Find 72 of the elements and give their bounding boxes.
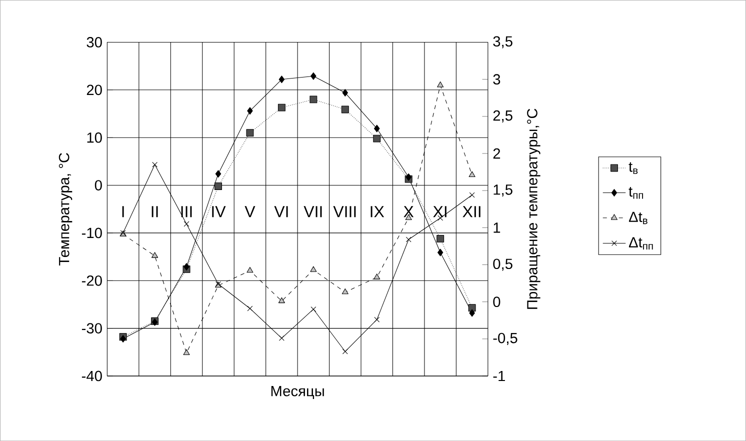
x-tick-label: IX: [370, 206, 384, 218]
y-tick-label: 0: [94, 180, 102, 190]
point: [374, 274, 380, 280]
legend-label: t$_{пп}$: [628, 186, 644, 199]
point: [341, 106, 349, 114]
y-tick-label: 30: [86, 36, 102, 48]
point: [342, 88, 348, 96]
y2-tick-label: 1,5: [494, 184, 512, 196]
y-tick-label: -10: [82, 228, 102, 238]
y2-tick-label: 0,5: [493, 258, 512, 271]
x-tick-label: III: [181, 206, 192, 218]
point: [310, 72, 316, 80]
y2-tick-label: 2,5: [493, 110, 512, 122]
y-tick-label: -30: [82, 323, 102, 334]
x-axis-title: Месяцы: [271, 386, 324, 399]
point: [469, 192, 475, 198]
point: [373, 134, 381, 142]
legend-label: Δt$_{в}$: [628, 212, 648, 224]
point: [374, 124, 380, 132]
point: [278, 297, 285, 303]
y2-tick-label: 0: [493, 296, 500, 307]
point: [468, 171, 476, 177]
x-tick-label: VII: [304, 206, 322, 218]
point: [437, 81, 444, 88]
point: [374, 316, 380, 322]
y-tick-label: 10: [87, 132, 102, 143]
point: [278, 104, 286, 112]
point: [310, 266, 317, 272]
point: [215, 170, 222, 178]
y2-tick-label: -0,5: [493, 332, 518, 345]
y-axis-title: Температура, °C: [58, 152, 72, 266]
point: [406, 236, 412, 242]
point: [246, 266, 254, 273]
point: [310, 306, 316, 312]
point: [278, 76, 285, 84]
x-tick-label: XI: [433, 206, 446, 218]
legend-label: Δt$_{пп}$: [628, 237, 653, 250]
y2-tick-label: 2: [493, 148, 500, 159]
y2-tick-label: -1: [493, 370, 505, 381]
point: [278, 335, 284, 341]
y2-axis-title: Приращение температуры,°C: [527, 108, 540, 309]
point: [152, 162, 158, 168]
x-tick-label: V: [244, 206, 256, 218]
point: [310, 96, 318, 104]
point: [184, 221, 190, 227]
point: [247, 107, 253, 115]
point: [247, 306, 253, 312]
y-tick-label: -40: [82, 370, 102, 382]
y2-tick-label: 3,5: [493, 36, 512, 48]
x-tick-label: IV: [212, 206, 226, 218]
point: [183, 349, 190, 355]
point: [469, 309, 475, 317]
point: [342, 348, 348, 354]
legend-label: t$_{в}$: [628, 162, 638, 174]
y2-tick-label: 3: [493, 74, 500, 84]
point: [184, 262, 190, 270]
x-tick-label: I: [122, 206, 124, 218]
x-tick-label: X: [404, 206, 414, 218]
x-tick-label: XII: [462, 206, 480, 218]
point: [214, 182, 222, 190]
point: [246, 128, 254, 136]
point: [342, 288, 348, 294]
x-tick-label: VI: [274, 206, 288, 218]
y-tick-label: -20: [82, 275, 102, 286]
point: [152, 252, 158, 258]
point: [436, 234, 444, 242]
y2-tick-label: 1: [494, 222, 500, 233]
y-tick-label: 20: [86, 84, 102, 96]
point: [437, 248, 444, 256]
x-tick-label: VIII: [333, 206, 356, 218]
point: [468, 304, 476, 312]
x-tick-label: II: [152, 206, 158, 218]
